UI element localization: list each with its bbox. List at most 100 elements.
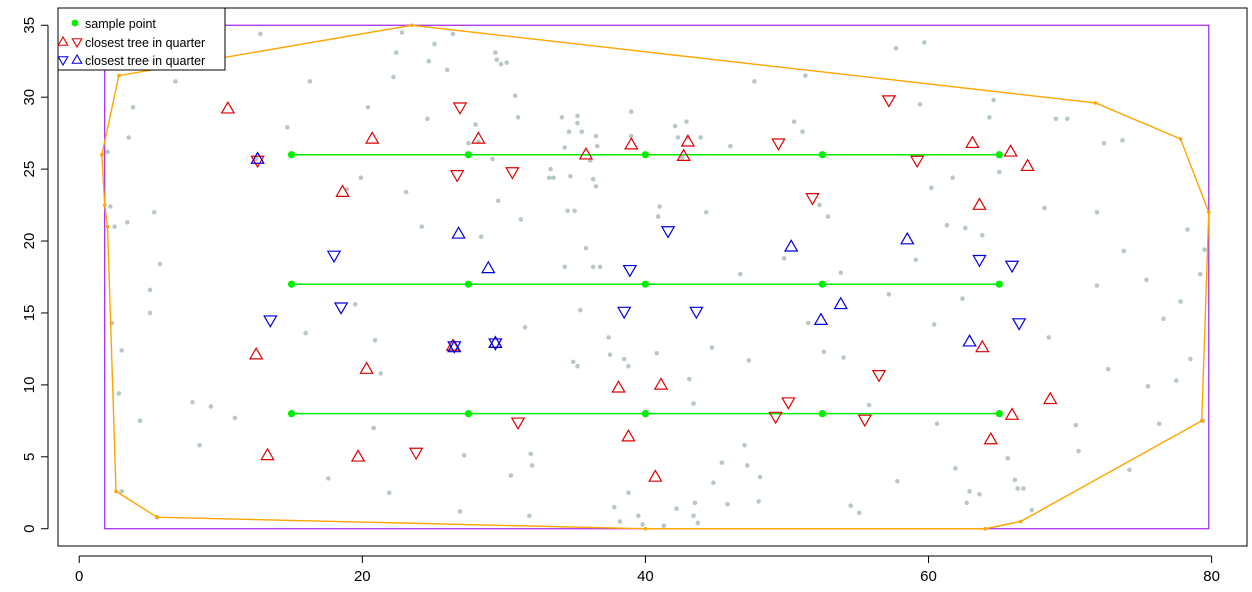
tree-point <box>703 209 709 215</box>
tree-point <box>606 335 611 340</box>
red-tree-down-triangle <box>510 417 526 430</box>
tree-point <box>522 325 528 330</box>
legend-label-sample: sample point <box>85 17 156 31</box>
tree-point <box>326 476 331 481</box>
red-tree-up-triangle <box>359 361 374 374</box>
tree-point <box>562 264 568 270</box>
sample-point <box>995 410 1003 418</box>
red-tree-up-triangle <box>676 148 691 161</box>
red-tree-up-triangle <box>975 339 990 353</box>
tree-point <box>841 355 846 360</box>
tree-point <box>190 399 195 405</box>
sample-point <box>818 151 826 159</box>
tree-point <box>432 41 437 47</box>
blue-tree-down-triangle <box>333 302 349 315</box>
tree-point <box>594 143 600 149</box>
tree-point <box>1161 316 1166 322</box>
sample-point <box>641 280 650 288</box>
legend-blue-down-symbol <box>57 56 69 67</box>
tree-point <box>661 523 667 529</box>
convex-hull-layer <box>100 23 1211 531</box>
tree-point <box>590 176 596 182</box>
red-tree-up-triangle <box>1043 391 1058 405</box>
tree-point <box>746 358 752 363</box>
tree-point <box>893 45 899 51</box>
tree-point <box>426 58 432 64</box>
hull-vertex <box>1178 137 1183 141</box>
blue-tree-down-triangle <box>616 306 632 320</box>
tree-point <box>695 520 701 526</box>
tree-point <box>657 204 662 209</box>
tree-point <box>419 224 425 229</box>
tree-point <box>498 61 504 67</box>
red-tree-up-triangle <box>965 135 980 149</box>
tree-point <box>548 166 553 172</box>
tree-point <box>365 104 371 110</box>
tree-point <box>575 113 580 119</box>
tree-point <box>105 149 110 155</box>
red-tree-up-triangle <box>611 380 626 393</box>
tree-point <box>378 371 384 376</box>
tree-point <box>285 125 290 130</box>
blue-tree-down-triangle <box>660 226 676 239</box>
tree-point <box>1046 335 1052 340</box>
tree-point <box>1094 209 1100 215</box>
tree-point <box>570 359 576 365</box>
tree-point <box>579 129 585 135</box>
red-tree-up-triangle <box>680 134 696 147</box>
tree-point <box>728 143 733 149</box>
tree-point <box>119 348 124 353</box>
hull-vertex <box>410 23 414 28</box>
tree-point <box>508 473 514 478</box>
legend-red-up-symbol <box>57 35 69 46</box>
tree-point <box>636 513 641 519</box>
tree-point <box>991 97 996 103</box>
tree-point <box>119 489 124 494</box>
hull-vertex <box>643 526 648 531</box>
tree-point <box>967 489 972 494</box>
tree-point <box>258 31 263 37</box>
convex-hull-line <box>101 24 1210 530</box>
tree-point <box>495 198 501 204</box>
red-tree-up-triangle <box>248 346 264 360</box>
tree-point <box>621 356 627 362</box>
tree-point <box>1105 366 1111 372</box>
tree-point <box>126 135 132 140</box>
tree-point <box>921 40 927 45</box>
red-tree-up-triangle <box>578 147 594 160</box>
legend: sample point closest tree in quarter clo… <box>57 7 226 71</box>
tree-point <box>399 30 405 35</box>
tree-point <box>450 31 456 37</box>
legend-label-red-trees: closest tree in quarter <box>85 36 205 50</box>
tree-point <box>692 500 698 506</box>
tree-point <box>1156 421 1162 427</box>
y-tick-label: 10 <box>21 377 38 394</box>
tree-point <box>698 135 703 140</box>
sample-point <box>818 280 826 288</box>
red-tree-down-triangle <box>768 411 783 425</box>
plot-frame <box>57 7 1248 547</box>
tree-point <box>473 122 478 127</box>
red-tree-up-triangle <box>260 447 275 461</box>
tree-point <box>1202 247 1207 252</box>
sample-point <box>287 280 296 288</box>
tree-point <box>737 271 743 277</box>
sample-point <box>818 410 826 418</box>
tree-point <box>628 109 634 114</box>
legend-sample-symbol <box>71 19 79 27</box>
red-tree-up-triangle <box>653 377 669 390</box>
red-tree-down-triangle <box>871 369 887 383</box>
tree-point <box>478 234 484 240</box>
hull-vertex <box>117 73 121 78</box>
legend-label-blue-trees: closest tree in quarter <box>85 54 205 68</box>
hull-vertex <box>100 152 104 157</box>
tree-point <box>791 119 797 124</box>
tree-point <box>617 519 623 524</box>
red-tree-up-triangle <box>471 131 486 144</box>
background-points-layer <box>105 30 1207 529</box>
blue-tree-down-triangle <box>622 264 638 278</box>
red-tree-down-triangle <box>408 447 424 461</box>
legend-symbols <box>57 19 83 67</box>
tree-point <box>403 189 409 195</box>
